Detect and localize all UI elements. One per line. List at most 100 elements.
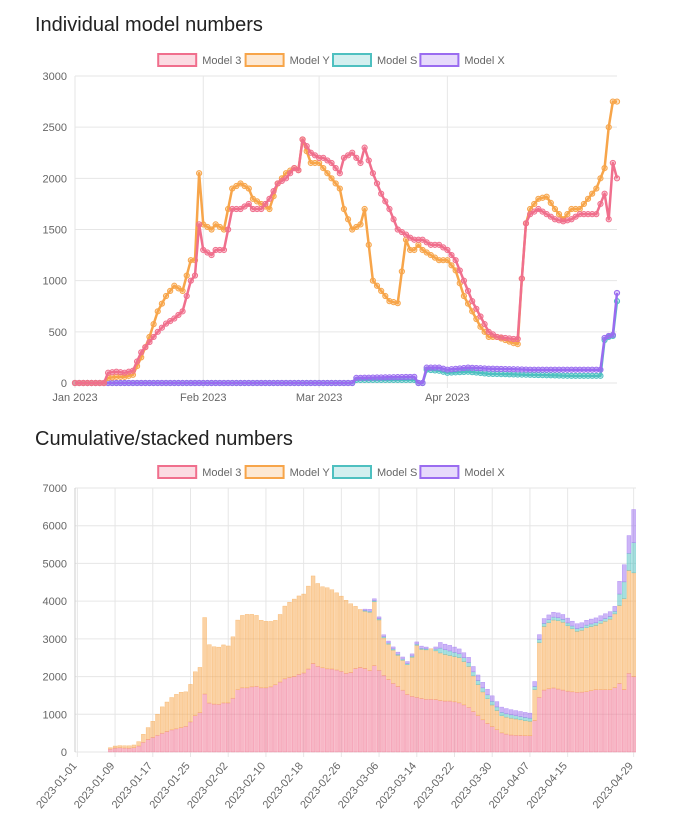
data-point-model-y [531,200,538,208]
bar-segment-model-3 [565,690,570,753]
data-point-model-x [175,379,182,387]
data-point-model-y [220,226,228,233]
legend-label-model-x: Model X [464,55,505,67]
bar-segment-model-x [466,657,471,663]
data-point-model-y [373,282,381,289]
bar-segment-model-3 [513,735,518,753]
data-point-model-x [150,379,157,387]
data-point-model-x [535,366,542,373]
bar-segment-model-s [513,715,518,720]
bar-segment-model-3 [263,687,269,753]
data-point-model-3 [605,216,612,223]
bar-segment-model-3 [367,670,372,753]
bar-segment-model-3 [372,665,377,753]
data-point-model-y [564,211,571,218]
bar-segment-model-3 [292,676,297,753]
bar-segment-model-3 [127,747,132,753]
bar-segment-model-s [584,624,589,628]
bar-segment-model-3 [174,728,179,753]
data-point-model-x [187,379,194,387]
bar-segment-model-y [343,600,349,674]
data-point-model-3 [229,205,236,213]
data-point-model-y [307,159,314,167]
data-point-model-3 [71,379,79,387]
bar-segment-model-s [523,717,528,721]
bar-segment-model-3 [574,692,580,753]
data-point-model-x [307,379,314,387]
bar-segment-model-x [560,614,566,620]
data-point-model-y [605,124,612,131]
bar-segment-model-3 [541,689,547,753]
bar-segment-model-s [570,625,575,630]
bar-segment-model-s [622,581,627,599]
bar-segment-model-x [424,646,429,650]
bar-segment-model-y [527,721,533,736]
bar-segment-model-3 [419,698,424,753]
legend-label-model-s: Model S [377,467,417,479]
bar-segment-model-y [391,649,396,684]
bar-segment-model-y [409,656,415,697]
bar-segment-model-y [259,620,264,689]
data-point-model-3 [233,205,240,213]
data-point-model-3 [514,335,521,343]
data-point-model-y [208,226,215,233]
data-point-model-x [332,379,339,387]
data-point-model-y [378,287,385,294]
bar-segment-model-x [494,701,500,708]
data-point-model-3 [584,211,592,218]
bar-segment-model-3 [631,676,636,753]
bar-segment-model-x [414,641,419,645]
data-point-model-x [613,289,621,297]
bar-segment-model-s [593,622,599,626]
bar-segment-model-s [480,687,485,693]
legend-swatch-model-y [244,465,285,479]
data-point-model-3 [84,379,91,387]
data-point-model-x [411,373,418,380]
bar-segment-model-y [315,583,320,667]
bar-segment-model-3 [334,669,339,753]
data-point-model-x [278,379,285,387]
data-point-model-3 [580,211,588,218]
bar-segment-model-y [626,570,632,674]
bar-segment-model-3 [268,686,273,753]
data-point-model-3 [100,379,108,387]
bar-segment-model-y [127,745,132,749]
bar-segment-model-s [565,622,570,627]
data-point-model-3 [332,165,339,172]
data-point-model-3 [224,226,232,233]
data-point-model-y [150,321,157,328]
bar-segment-model-y [414,645,419,698]
bar-segment-model-s [560,619,566,623]
x-tick-label: Mar 2023 [296,392,342,404]
bar-segment-model-3 [480,719,485,753]
bar-segment-model-3 [391,683,396,753]
data-point-model-3 [262,200,269,208]
data-point-model-x [171,379,178,387]
bar-segment-model-3 [362,668,368,753]
data-point-model-3 [179,308,186,315]
data-point-model-x [336,379,343,387]
bar-segment-model-x [372,598,377,601]
y-tick-label: 7000 [43,483,67,495]
bar-segment-model-y [145,727,151,740]
bar-segment-model-y [188,684,193,723]
bar-segment-model-3 [499,732,504,753]
data-point-model-3 [464,287,472,294]
data-point-model-y [407,246,414,254]
bar-segment-model-y [367,612,372,671]
bar-segment-model-3 [461,704,467,753]
bar-segment-model-3 [593,689,599,753]
bar-segment-model-y [169,697,174,731]
data-point-model-3 [282,175,290,182]
x-tick-label: Feb 2023 [180,392,226,404]
bar-segment-model-y [631,572,636,677]
bar-segment-model-3 [273,684,278,753]
bar-segment-model-x [513,710,518,716]
bar-segment-model-3 [136,745,141,753]
data-point-model-y [162,292,170,300]
bar-segment-model-y [112,745,118,749]
bar-segment-model-s [626,553,632,571]
legend-swatch-model-y [244,53,285,67]
bar-segment-model-3 [607,689,613,753]
data-point-model-x [423,364,430,371]
